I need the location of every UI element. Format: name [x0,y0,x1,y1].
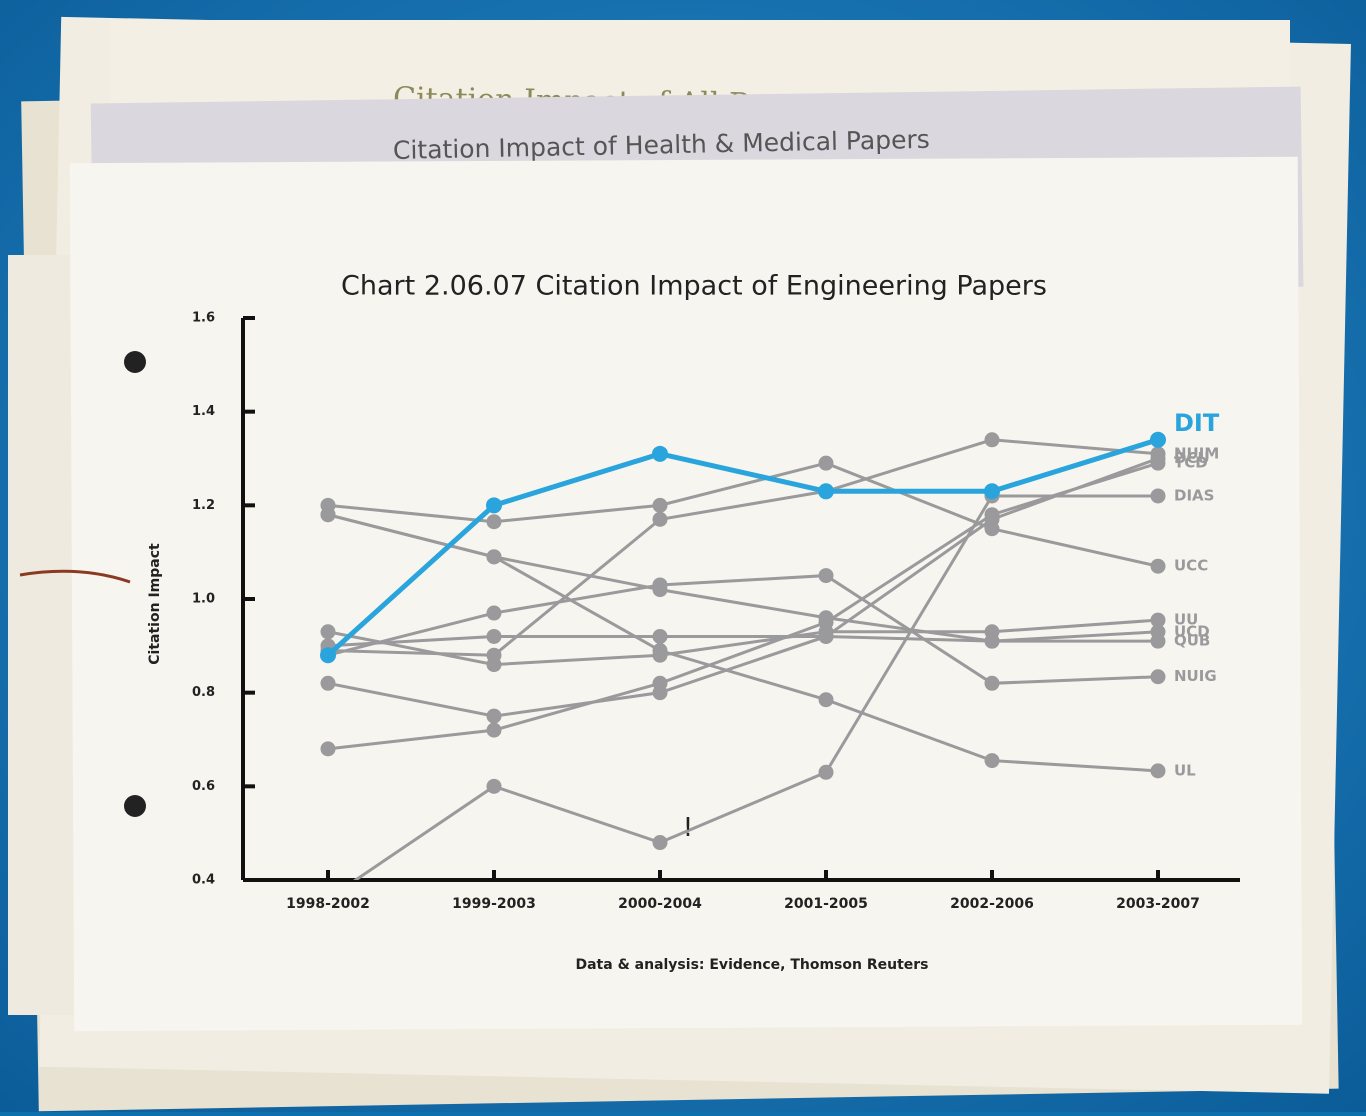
point [984,432,1000,448]
point [984,753,1000,769]
x-tick-label: 1998-2002 [286,896,370,912]
point [486,628,502,644]
point [1150,488,1166,504]
y-tick-label: 1.0 [192,592,215,607]
point [652,445,668,462]
point [320,675,336,691]
series-label: NUIG [1174,667,1217,685]
point [652,511,668,527]
series-label: UCC [1174,557,1208,575]
plot: 0.4 0.6 0.8 1.0 1.2 1.4 1.6 1998-2002 1999-2003 2… [192,311,1240,912]
series-line [327,618,1159,667]
point [1150,455,1166,471]
y-tick-label: 0.8 [192,685,215,700]
point [486,497,502,514]
series-label: NUIM [1174,444,1219,462]
point [1150,633,1166,649]
point [818,483,834,500]
hole [124,795,146,817]
point [818,568,834,584]
point [320,624,336,640]
series-line [327,457,1159,718]
point [652,577,668,593]
point [486,708,502,724]
series-line [352,494,1158,880]
series-label: DIT [1174,409,1220,437]
y-tick-label: 0.6 [192,779,215,794]
point [818,692,834,708]
point [984,675,1000,691]
point [652,643,668,659]
x-tick-label: 2002-2006 [950,896,1034,912]
series-label: UL [1174,761,1196,779]
y-axis-label: Citation Impact [147,543,163,665]
series-label: QUB [1174,632,1210,650]
series-line [327,574,1159,685]
series-line [327,513,1159,773]
series-label: UCD [1174,622,1210,640]
point [486,605,502,621]
point [1150,431,1166,448]
series-line [327,630,1159,648]
x-tick-label: 2003-2007 [1116,896,1200,912]
y-tick-label: 0.4 [192,873,215,888]
point [984,483,1000,500]
point [818,610,834,626]
source: Data & analysis: Evidence, Thomson Reute… [575,957,928,973]
point [652,675,668,691]
series-label: TCD [1174,454,1208,472]
point [486,657,502,673]
point [1150,763,1166,779]
point [984,521,1000,537]
point [818,628,834,644]
y-tick-label: 1.4 [192,404,215,419]
paper [8,255,78,1015]
point [320,507,336,523]
y-tick-label: 1.2 [192,498,215,513]
point [818,455,834,471]
point [486,722,502,738]
series-line [327,438,1159,657]
series-line [327,461,1159,568]
series-line [326,437,1159,658]
point [984,507,1000,523]
point [486,549,502,565]
x-tick-label: 2001-2005 [784,896,868,912]
series-label: DIAS [1174,486,1214,504]
point [486,514,502,530]
point [1150,558,1166,574]
x-tick-label: 1999-2003 [452,896,536,912]
y-tick-label: 1.6 [192,311,215,326]
series-label: DCU [1174,449,1210,467]
point [652,497,668,513]
point [1150,669,1166,685]
point [818,764,834,780]
x-tick-label: 2000-2004 [618,896,702,912]
series-group [320,431,1166,880]
point [486,778,502,794]
chart-title: Chart 2.06.07 Citation Impact of Enginee… [341,271,1047,302]
string [19,569,131,584]
point [1150,612,1166,628]
point [652,835,668,851]
annotation: ! [683,813,693,843]
point [320,741,336,757]
point [652,628,668,644]
series-line [327,461,1159,751]
point [984,633,1000,649]
series-label: UU [1174,611,1198,629]
hole [124,351,146,373]
point [320,647,336,664]
